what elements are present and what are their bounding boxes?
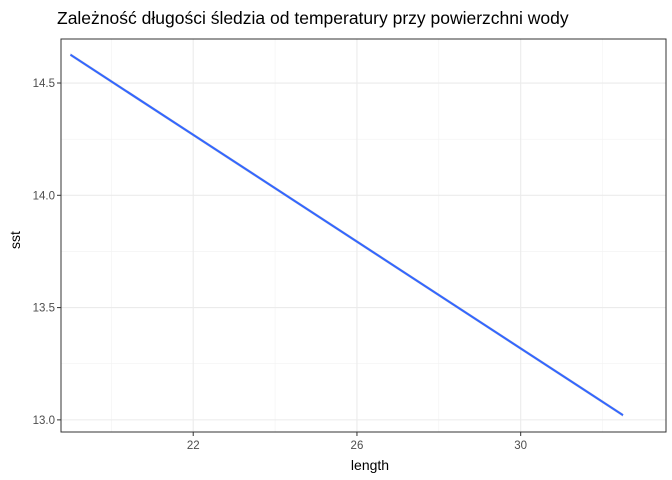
minor-gridlines (61, 39, 666, 432)
chart-title: Zależność długości śledzia od temperatur… (57, 8, 569, 28)
y-axis-title: sst (7, 231, 23, 249)
series-layer (69, 53, 624, 417)
x-tick-label: 22 (187, 440, 200, 452)
major-gridlines (61, 39, 666, 432)
x-axis-title: length (351, 457, 389, 473)
regression-line (69, 53, 624, 416)
x-tick-label: 26 (351, 440, 364, 452)
y-tick-label: 13.5 (33, 303, 55, 315)
x-axis: 22 26 30 (187, 432, 527, 452)
y-axis: 13.0 13.5 14.0 14.5 (33, 78, 61, 427)
y-tick-label: 14.0 (33, 190, 55, 202)
y-tick-label: 14.5 (33, 78, 55, 90)
x-tick-label: 30 (514, 440, 527, 452)
y-tick-label: 13.0 (33, 415, 55, 427)
panel-border (60, 38, 667, 433)
